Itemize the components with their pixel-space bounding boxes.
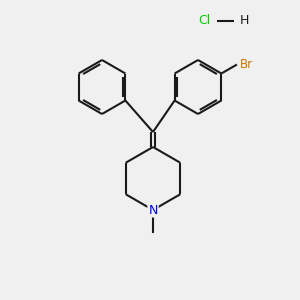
Text: N: N [148, 203, 158, 217]
Text: H: H [240, 14, 249, 28]
Text: Br: Br [240, 58, 253, 71]
Text: Cl: Cl [198, 14, 210, 28]
